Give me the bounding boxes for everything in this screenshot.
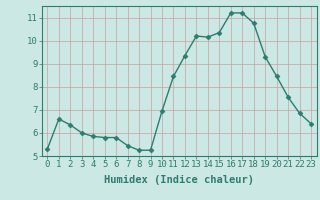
- X-axis label: Humidex (Indice chaleur): Humidex (Indice chaleur): [104, 175, 254, 185]
